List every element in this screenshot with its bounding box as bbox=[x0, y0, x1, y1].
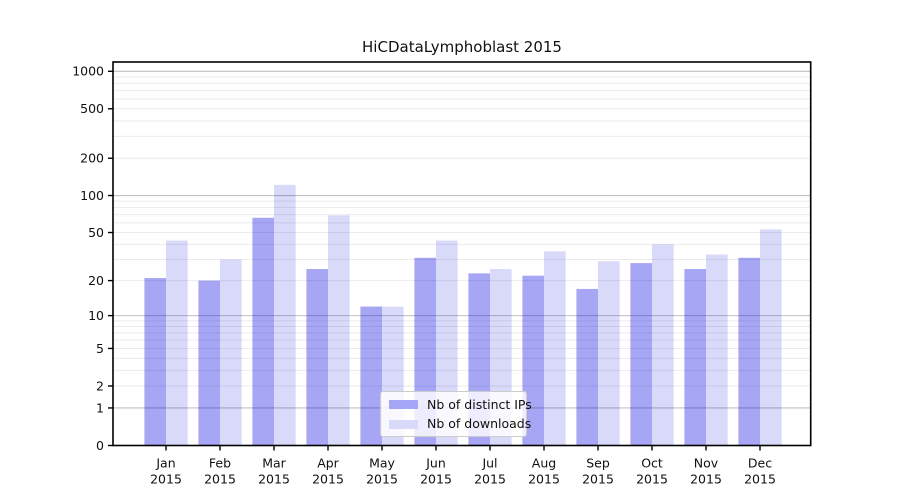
x-tick-label-month: Aug bbox=[532, 456, 556, 471]
x-tick-label-month: May bbox=[369, 456, 395, 471]
bar-mar-distinct-ips bbox=[252, 217, 274, 446]
x-tick-label-year: 2015 bbox=[312, 472, 344, 487]
y-tick-labels: 0 1 2 5 10 20 50 100 200 500 1000 bbox=[72, 64, 104, 453]
bar-nov-distinct-ips bbox=[684, 269, 706, 446]
legend-item-distinct-ips: Nb of distinct IPs bbox=[389, 398, 532, 412]
x-tick-label-month: Sep bbox=[586, 456, 610, 471]
x-tick-label-year: 2015 bbox=[258, 472, 290, 487]
legend-label-distinct-ips: Nb of distinct IPs bbox=[427, 397, 532, 412]
x-tick-labels: Jan2015Feb2015Mar2015Apr2015May2015Jun20… bbox=[150, 456, 776, 487]
y-tick-label: 1000 bbox=[72, 64, 104, 79]
y-tick-label: 200 bbox=[80, 151, 104, 166]
bar-apr-downloads bbox=[328, 215, 350, 446]
x-tick-label-year: 2015 bbox=[636, 472, 668, 487]
minor-gridlines bbox=[113, 76, 811, 387]
legend-item-downloads: Nb of downloads bbox=[389, 417, 531, 431]
chart-title: HiCDataLymphoblast 2015 bbox=[362, 38, 562, 56]
bar-feb-downloads bbox=[220, 259, 242, 446]
legend-swatch-distinct-ips bbox=[389, 400, 418, 410]
y-tick-label: 1 bbox=[96, 400, 104, 415]
y-tick-label: 500 bbox=[80, 101, 104, 116]
axes-spines bbox=[112, 61, 812, 447]
legend: Nb of distinct IPs Nb of downloads bbox=[380, 391, 532, 437]
bar-dec-downloads bbox=[760, 229, 782, 446]
x-tick-label-month: Jun bbox=[425, 456, 446, 471]
bar-sep-distinct-ips bbox=[576, 288, 598, 446]
bar-nov-downloads bbox=[706, 254, 728, 446]
bar-apr-distinct-ips bbox=[306, 269, 328, 446]
x-tick-label-month: Feb bbox=[209, 456, 231, 471]
x-tick-label-year: 2015 bbox=[474, 472, 506, 487]
bar-jan-distinct-ips bbox=[144, 278, 166, 446]
x-tick-label-year: 2015 bbox=[582, 472, 614, 487]
legend-label-downloads: Nb of downloads bbox=[427, 416, 532, 432]
x-tick-label-month: Dec bbox=[748, 456, 772, 471]
legend-swatch-downloads bbox=[389, 419, 418, 429]
x-tick-label-year: 2015 bbox=[150, 472, 182, 487]
y-tick-label: 50 bbox=[88, 225, 104, 240]
y-tick-label: 0 bbox=[96, 438, 104, 453]
bar-may-distinct-ips bbox=[360, 306, 382, 446]
x-tick-label-month: Mar bbox=[262, 456, 286, 471]
bar-oct-distinct-ips bbox=[630, 263, 652, 446]
y-tick-label: 20 bbox=[88, 273, 104, 288]
tick-marks bbox=[108, 70, 761, 451]
y-tick-label: 100 bbox=[80, 188, 104, 203]
bar-dec-distinct-ips bbox=[738, 257, 760, 446]
x-tick-label-month: Jan bbox=[155, 456, 175, 471]
x-tick-label-year: 2015 bbox=[366, 472, 398, 487]
x-tick-label-year: 2015 bbox=[690, 472, 722, 487]
y-tick-label: 5 bbox=[96, 341, 104, 356]
x-tick-label-year: 2015 bbox=[420, 472, 452, 487]
y-tick-label: 10 bbox=[88, 308, 104, 323]
bar-jan-downloads bbox=[166, 240, 188, 446]
bar-mar-downloads bbox=[274, 184, 296, 446]
x-tick-label-year: 2015 bbox=[744, 472, 776, 487]
x-tick-label-month: Nov bbox=[694, 456, 719, 471]
bar-sep-downloads bbox=[598, 261, 620, 446]
bar-oct-downloads bbox=[652, 244, 674, 446]
x-tick-label-month: Oct bbox=[641, 456, 663, 471]
x-tick-label-month: Apr bbox=[317, 456, 339, 471]
x-tick-label-year: 2015 bbox=[204, 472, 236, 487]
bar-aug-distinct-ips bbox=[522, 275, 544, 446]
y-tick-label: 2 bbox=[96, 378, 104, 393]
x-tick-label-month: Jul bbox=[481, 456, 497, 471]
bar-feb-distinct-ips bbox=[198, 280, 220, 446]
plot-border bbox=[112, 61, 812, 447]
x-tick-label-year: 2015 bbox=[528, 472, 560, 487]
bar-aug-downloads bbox=[544, 251, 566, 446]
